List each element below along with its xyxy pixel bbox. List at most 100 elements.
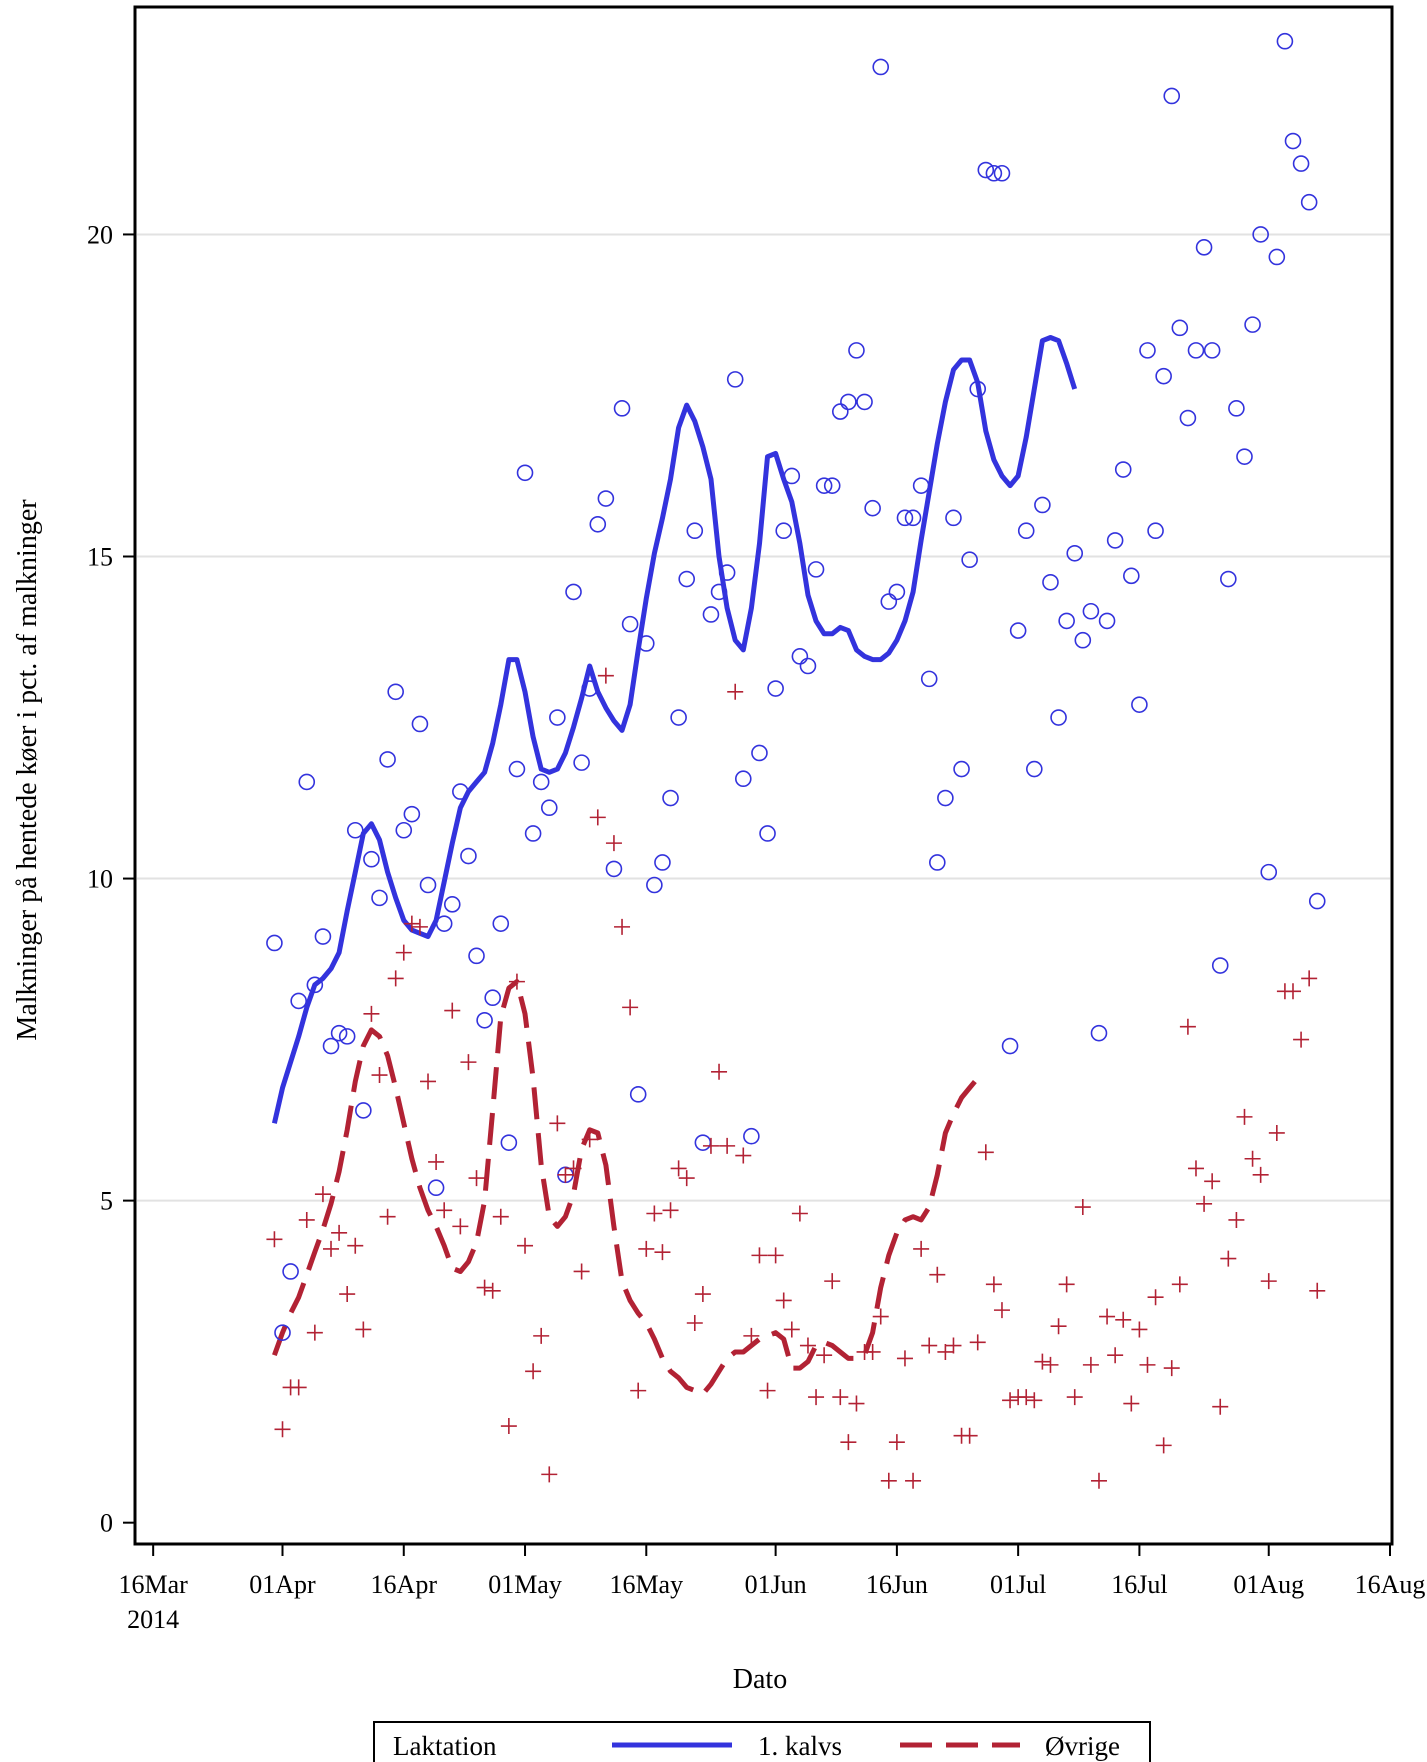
data-point-1-kalvs (1179, 409, 1197, 427)
data-point-ovrige (694, 1286, 711, 1303)
data-point-ovrige (711, 1063, 728, 1080)
data-point-1-kalvs (314, 928, 332, 945)
data-point-ovrige (290, 1379, 307, 1396)
data-point-ovrige (1066, 1389, 1083, 1406)
data-point-1-kalvs (678, 570, 696, 588)
data-point-ovrige (581, 1131, 598, 1148)
data-point-ovrige (913, 1240, 930, 1257)
data-point-ovrige (1082, 1356, 1099, 1373)
data-point-ovrige (355, 1321, 372, 1338)
data-point-ovrige (517, 1237, 534, 1254)
data-point-1-kalvs (427, 1179, 445, 1197)
data-point-1-kalvs (710, 583, 728, 601)
data-point-1-kalvs (945, 509, 962, 527)
x-tick-label: 16Apr (371, 1570, 438, 1599)
data-point-ovrige (1301, 970, 1318, 987)
trend-line-ovrige (272, 979, 980, 1397)
data-point-ovrige (937, 1343, 954, 1360)
data-point-ovrige (864, 1343, 881, 1360)
data-point-1-kalvs (807, 561, 825, 578)
data-point-ovrige (1179, 1018, 1196, 1035)
data-point-1-kalvs (1074, 631, 1092, 649)
data-point-ovrige (1058, 1276, 1075, 1293)
data-point-ovrige (298, 1211, 315, 1228)
data-point-1-kalvs (266, 934, 283, 952)
data-point-1-kalvs (896, 509, 914, 527)
data-point-1-kalvs (920, 670, 938, 688)
data-point-1-kalvs (1009, 622, 1027, 639)
data-point-ovrige (630, 1382, 647, 1399)
data-point-1-kalvs (605, 860, 623, 878)
data-point-ovrige (1244, 1150, 1261, 1167)
data-point-1-kalvs (637, 635, 655, 652)
data-point-1-kalvs (1155, 367, 1172, 385)
data-point-ovrige (525, 1363, 542, 1380)
data-point-1-kalvs (1308, 892, 1326, 910)
data-point-ovrige (323, 1240, 340, 1257)
data-point-ovrige (274, 1421, 291, 1438)
data-point-1-kalvs (1147, 522, 1164, 540)
plot-frame (133, 5, 1394, 1546)
data-point-1-kalvs (468, 947, 485, 965)
data-point-ovrige (306, 1324, 323, 1341)
data-point-1-kalvs (346, 821, 364, 839)
data-point-ovrige (945, 1337, 962, 1354)
data-point-ovrige (977, 1144, 994, 1161)
data-point-1-kalvs (508, 760, 526, 778)
data-point-1-kalvs (888, 583, 906, 601)
data-point-1-kalvs (1244, 316, 1261, 333)
data-point-ovrige (395, 944, 412, 961)
data-point-1-kalvs (654, 854, 671, 871)
data-point-ovrige (654, 1244, 671, 1261)
data-point-ovrige (735, 1147, 752, 1164)
data-point-ovrige (468, 1170, 485, 1187)
data-point-1-kalvs (694, 1134, 712, 1151)
data-point-ovrige (1284, 983, 1301, 1000)
data-point-ovrige (347, 1237, 364, 1254)
data-point-1-kalvs (759, 825, 776, 842)
data-point-ovrige (1252, 1166, 1269, 1183)
data-point-1-kalvs (977, 161, 995, 179)
data-point-ovrige (589, 809, 606, 826)
data-point-1-kalvs (298, 773, 316, 791)
data-point-1-kalvs (783, 467, 801, 485)
data-point-1-kalvs (1260, 863, 1278, 881)
data-point-1-kalvs (864, 499, 881, 517)
data-point-ovrige (605, 835, 622, 852)
data-point-ovrige (1050, 1318, 1067, 1335)
data-point-1-kalvs (379, 751, 396, 768)
data-point-1-kalvs (355, 1102, 372, 1119)
x-tick-label: 16Jun (866, 1570, 928, 1599)
data-point-1-kalvs (726, 371, 744, 388)
axis-layer: 0 5 10 15 20 16Mar 2014 01Apr 16Apr 01May 16May 01J… (87, 220, 1425, 1634)
data-point-1-kalvs (1123, 567, 1140, 585)
data-point-1-kalvs (751, 744, 768, 762)
data-point-1-kalvs (904, 509, 922, 527)
data-point-ovrige (1268, 1124, 1285, 1141)
data-point-1-kalvs (322, 1037, 340, 1055)
point-layer (266, 32, 1326, 1489)
data-point-1-kalvs (1252, 226, 1269, 243)
data-point-ovrige (791, 1205, 808, 1222)
data-point-ovrige (1002, 1392, 1019, 1409)
data-point-1-kalvs (823, 477, 841, 494)
x-tick-label: 01Jul (990, 1570, 1046, 1599)
data-point-1-kalvs (1203, 342, 1221, 359)
y-axis-title: Malkninger på hentede køer i pct. af mal… (12, 499, 43, 1041)
data-point-ovrige (549, 1115, 566, 1132)
data-point-ovrige (403, 915, 420, 932)
data-point-ovrige (541, 1466, 558, 1483)
data-point-ovrige (1196, 1195, 1213, 1212)
data-point-ovrige (1107, 1347, 1124, 1364)
data-point-1-kalvs (476, 1011, 493, 1029)
data-point-1-kalvs (1090, 1024, 1108, 1042)
data-point-1-kalvs (492, 915, 510, 932)
data-point-ovrige (331, 1224, 348, 1241)
x-tick-label: 16Mar (119, 1570, 189, 1599)
data-point-1-kalvs (338, 1028, 356, 1045)
data-point-ovrige (638, 1240, 655, 1257)
data-point-ovrige (670, 1160, 687, 1177)
data-point-1-kalvs (815, 477, 833, 494)
data-point-ovrige (743, 1327, 760, 1344)
